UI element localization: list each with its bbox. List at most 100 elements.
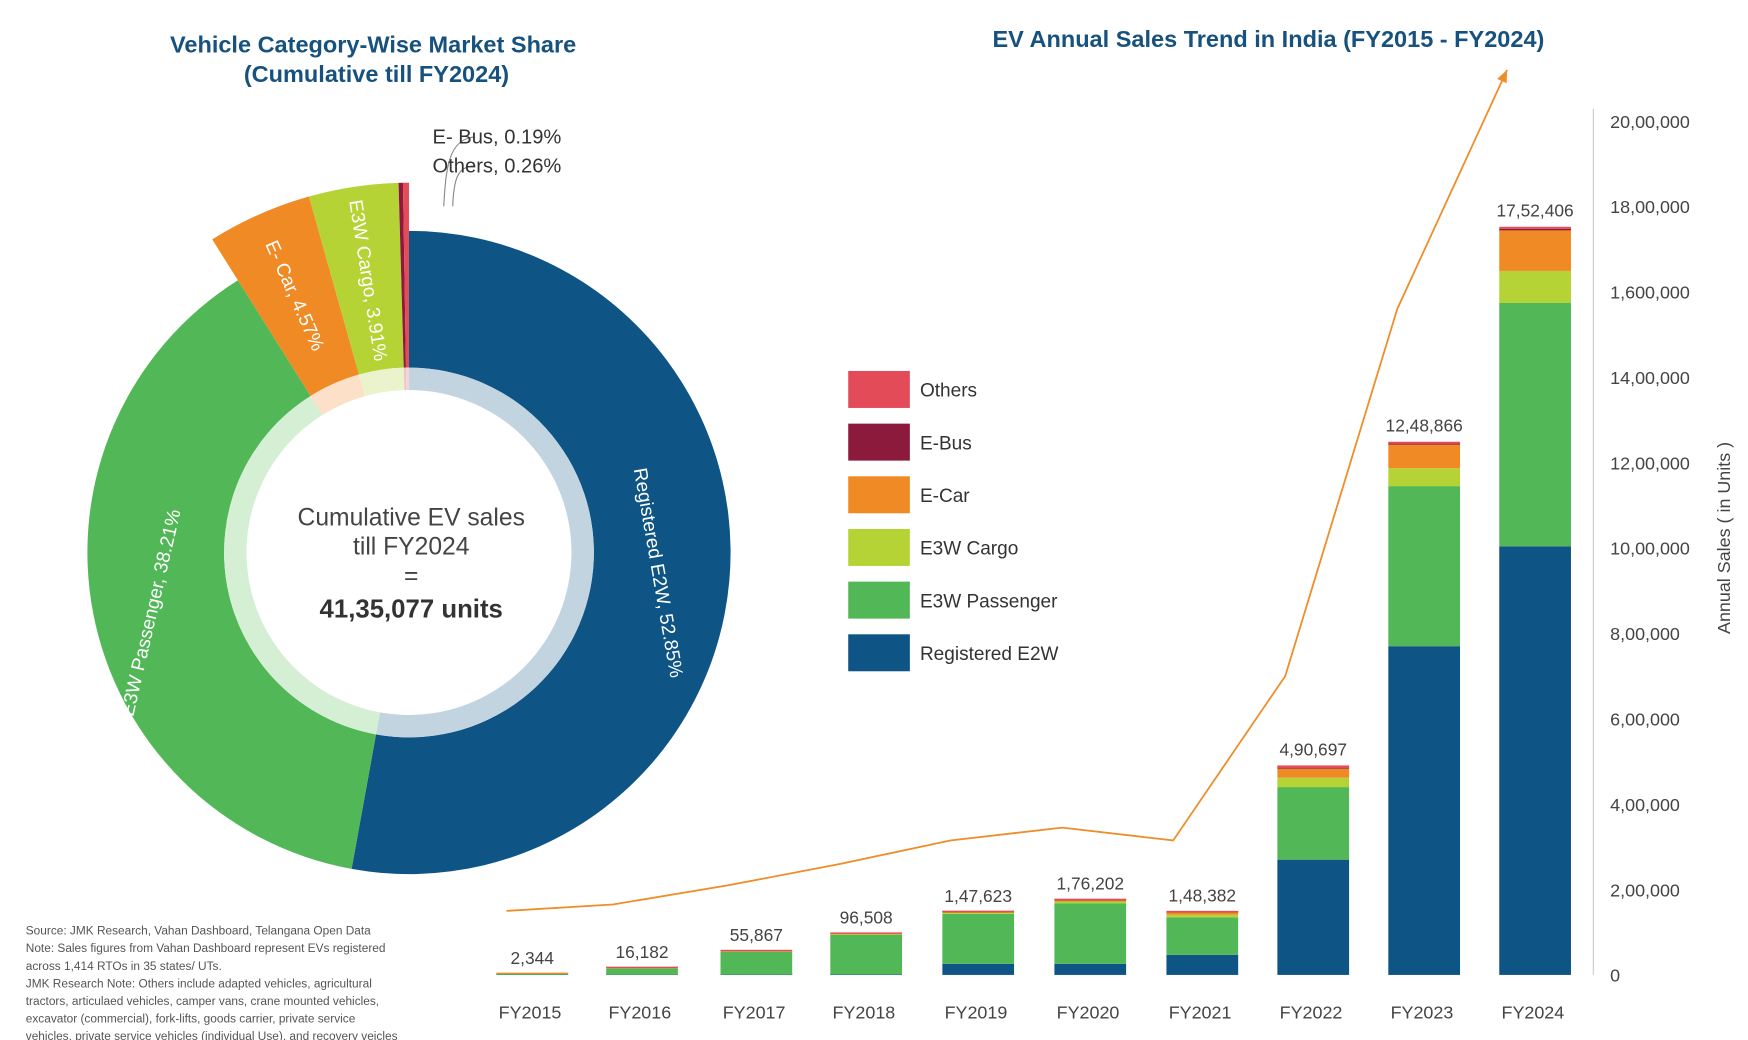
y-tick-label: 8,00,000 (1610, 624, 1680, 644)
inner-ring-e3w-cargo (358, 367, 405, 397)
x-tick-label: FY2022 (1280, 1003, 1343, 1023)
bar-segment-others (830, 932, 903, 934)
y-tick-label: 20,00,000 (1610, 112, 1690, 132)
legend-swatch-e3w-cargo (848, 528, 910, 566)
bar-segment-others (942, 910, 1015, 913)
center-total: 41,35,077 units (320, 595, 503, 623)
donut-chart (87, 182, 731, 875)
bar-segment-e3w-cargo (1388, 468, 1461, 487)
bar-total-label: 12,48,866 (1386, 416, 1463, 436)
center-text-equals: = (404, 563, 418, 590)
x-tick-label: FY2020 (1057, 1003, 1120, 1023)
trend-line (506, 69, 1508, 912)
footnotes: Source: JMK Research, Vahan Dashboard, T… (26, 924, 398, 1040)
legend-swatch-e-car (848, 476, 910, 514)
center-text-line1: Cumulative EV sales (298, 505, 525, 532)
bar-segment-others (1166, 910, 1239, 913)
callout-line-bus (443, 136, 476, 207)
x-tick-label: FY2019 (945, 1003, 1008, 1023)
center-text-line2: till FY2024 (353, 534, 469, 561)
legend-swatch-e-bus (848, 423, 910, 461)
bar-segment-registered-e2w (1277, 859, 1350, 975)
bar-segment-e3w-passenger (606, 968, 678, 975)
slice-e-bus (398, 182, 406, 368)
bar-segment-e3w-cargo (1054, 901, 1127, 904)
bar-total-label: 1,47,623 (944, 886, 1012, 906)
bar-segment-e-bus (1388, 443, 1461, 445)
bar-segment-registered-e2w (942, 963, 1015, 975)
footnote-line: Note: Sales figures from Vahan Dashboard… (26, 941, 386, 955)
legend-label-e3w-passenger: E3W Passenger (920, 591, 1058, 612)
bar-segment-e3w-passenger (830, 934, 903, 975)
bar-total-label: 16,182 (615, 942, 668, 962)
slice-e-car (212, 196, 359, 396)
legend-label-registered-e2w: Registered E2W (920, 644, 1059, 665)
bar-total-label: 17,52,406 (1496, 201, 1573, 221)
bar-total-label: 96,508 (840, 908, 893, 928)
bar-segment-registered-e2w (1166, 954, 1239, 975)
inner-ring-e-car (310, 374, 366, 415)
x-tick-label: FY2016 (608, 1003, 671, 1023)
bar-segment-others (1499, 226, 1571, 229)
slice-e3w-cargo (308, 182, 404, 375)
callout-line-others (452, 165, 476, 207)
donut-title: Vehicle Category-Wise Market Share (170, 32, 576, 58)
slice-others (402, 182, 409, 368)
y-tick-label: 0 (1610, 966, 1620, 986)
bar-segment-registered-e2w (1054, 963, 1127, 975)
slice-registered-e2w (351, 230, 731, 875)
bar-total-label: 4,90,697 (1279, 739, 1347, 759)
bar-segment-e-car (1054, 900, 1127, 902)
y-tick-label: 18,00,000 (1610, 197, 1690, 217)
bar-total-label: 1,48,382 (1169, 885, 1237, 905)
bar-segment-others (1388, 441, 1461, 444)
x-tick-label: FY2024 (1502, 1003, 1565, 1023)
legend: Others E-Bus E-Car E3W Cargo E3W Passenger Re… (848, 370, 1059, 672)
bar-segment-others (606, 966, 678, 969)
x-tick-label: FY2018 (833, 1003, 896, 1023)
y-tick-label: 2,00,000 (1610, 880, 1680, 900)
y-tick-label: 6,00,000 (1610, 710, 1680, 730)
footnote-line: across 1,414 RTOs in 35 states/ UTs. (26, 959, 222, 973)
bar-segment-e3w-cargo (1166, 914, 1239, 918)
y-axis-label: Annual Sales ( in Units ) (1714, 442, 1734, 634)
x-tick-label: FY2023 (1391, 1003, 1454, 1023)
footnote-line: tractors, articulaed vehicles, camper va… (26, 994, 379, 1008)
bar-segment-e3w-cargo (1499, 270, 1571, 303)
y-tick-label: 4,00,000 (1610, 795, 1680, 815)
bar-segment-others (720, 949, 793, 952)
inner-ring-e3w-passenger (224, 395, 380, 735)
bar-segment-e3w-passenger (1388, 486, 1461, 647)
bar-segment-others (1054, 898, 1127, 901)
footnote-line: vehicles, private service vehicles (indi… (26, 1029, 398, 1040)
donut-subtitle: (Cumulative till FY2024) (244, 61, 509, 87)
x-tick-label: FY2015 (499, 1003, 562, 1023)
bar-segment-e-car (1499, 230, 1571, 271)
legend-label-e-car: E-Car (920, 486, 970, 507)
callout-label-bus: E- Bus, 0.19% (433, 127, 562, 149)
inner-ring-others (405, 367, 409, 391)
bar-chart-title: EV Annual Sales Trend in India (FY2015 -… (992, 26, 1544, 52)
bar-segment-e-car (496, 972, 569, 974)
stacked-bar-chart: 0 2,00,000 4,00,000 6,00,000 8,00,000 10,00,0… (496, 69, 1690, 1023)
bar-segment-registered-e2w (1388, 646, 1461, 975)
bar-total-label: 2,344 (511, 948, 555, 968)
trend-arrow-head-icon (1497, 69, 1508, 84)
bar-segment-e3w-cargo (942, 912, 1015, 914)
legend-label-others: Others (920, 381, 977, 402)
bar-segment-e3w-passenger (1499, 302, 1571, 547)
y-tick-label: 14,00,000 (1610, 368, 1690, 388)
bar-segment-registered-e2w (1499, 546, 1571, 975)
bar-segment-e3w-passenger (1277, 787, 1350, 860)
bar-segment-e3w-passenger (1166, 917, 1239, 955)
footnote-line: JMK Research Note: Others include adapte… (26, 976, 372, 990)
legend-label-e3w-cargo: E3W Cargo (920, 539, 1018, 560)
legend-swatch-registered-e2w (848, 634, 910, 672)
callout-label-others: Others, 0.26% (433, 156, 562, 178)
bar-segment-e3w-passenger (720, 951, 793, 975)
bar-segment-e3w-passenger (942, 913, 1015, 964)
x-tick-label: FY2021 (1169, 1003, 1232, 1023)
slice-e3w-passenger (87, 280, 376, 869)
legend-swatch-others (848, 370, 910, 408)
